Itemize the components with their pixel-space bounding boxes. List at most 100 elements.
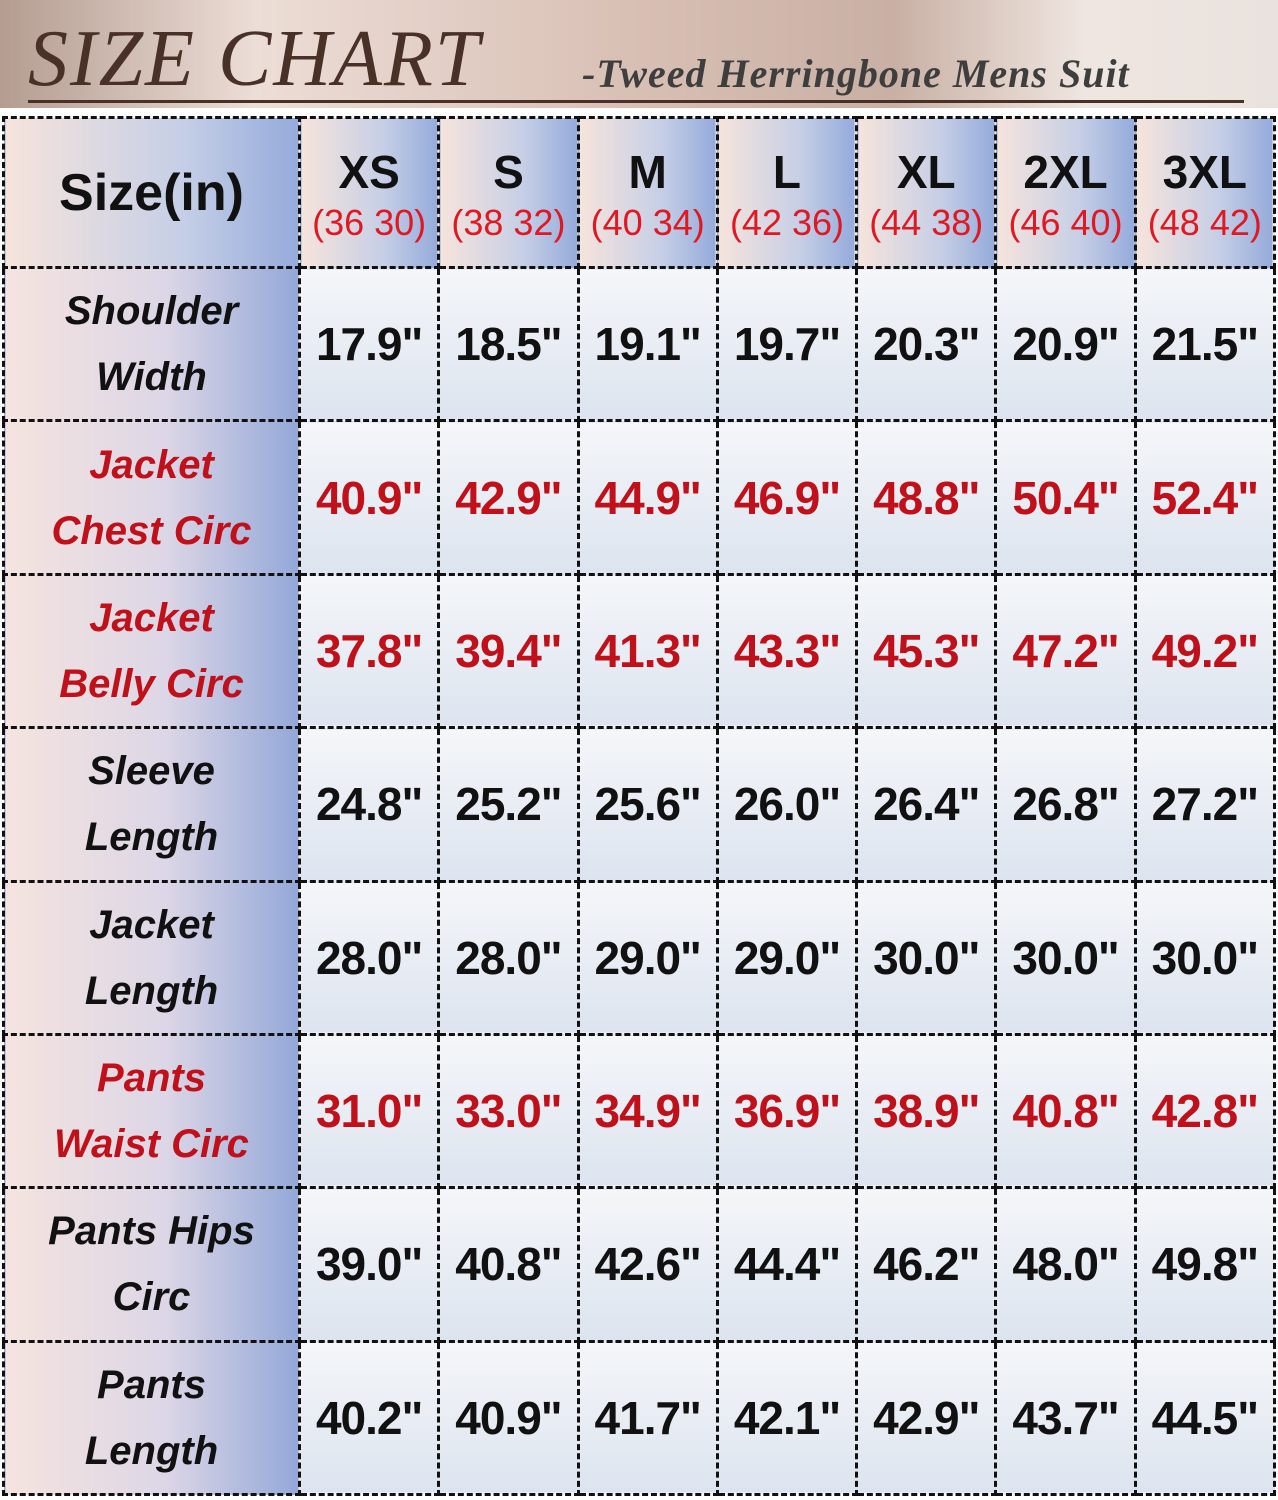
row-label: Shoulder Width bbox=[2, 265, 301, 423]
measurement-cell: 50.4" bbox=[994, 419, 1137, 576]
row-label: Jacket Length bbox=[2, 879, 301, 1036]
table-row: Pants Waist Circ 31.0" 33.0" 34.9" 36.9" 38.9… bbox=[2, 1032, 1277, 1190]
measurement-cell: 20.9" bbox=[994, 265, 1137, 423]
measurement-cell: 26.0" bbox=[715, 726, 859, 883]
size-label: S bbox=[493, 145, 524, 198]
size-header: S (38 32) bbox=[437, 116, 580, 269]
measurement-cell: 42.1" bbox=[715, 1339, 859, 1497]
size-fit: (48 42) bbox=[1147, 201, 1262, 243]
measurement-cell: 44.5" bbox=[1133, 1339, 1277, 1497]
size-header: M (40 34) bbox=[576, 116, 719, 269]
measurement-cell: 30.0" bbox=[994, 879, 1137, 1036]
measurement-cell: 25.6" bbox=[576, 726, 719, 883]
measurement-cell: 39.0" bbox=[297, 1186, 441, 1343]
measurement-cell: 44.9" bbox=[576, 419, 719, 576]
measurement-cell: 26.4" bbox=[855, 726, 998, 883]
measurement-cell: 52.4" bbox=[1133, 419, 1277, 576]
corner-label: Size(in) bbox=[2, 116, 301, 269]
size-fit: (46 40) bbox=[1008, 201, 1123, 243]
measurement-cell: 28.0" bbox=[297, 879, 441, 1036]
size-fit: (44 38) bbox=[869, 201, 984, 243]
table-row: Jacket Length 28.0" 28.0" 29.0" 29.0" 30.0" 30… bbox=[2, 879, 1277, 1036]
title-banner: SIZE CHART -Tweed Herringbone Mens Suit bbox=[0, 0, 1278, 108]
measurement-cell: 19.1" bbox=[576, 265, 719, 423]
size-fit: (40 34) bbox=[590, 201, 705, 243]
measurement-cell: 40.9" bbox=[297, 419, 441, 576]
row-label: Jacket Chest Circ bbox=[2, 419, 301, 576]
measurement-cell: 37.8" bbox=[297, 572, 441, 730]
table-row: Jacket Chest Circ 40.9" 42.9" 44.9" 46.9" 48.… bbox=[2, 419, 1277, 576]
table-row: Jacket Belly Circ 37.8" 39.4" 41.3" 43.3" 45.… bbox=[2, 572, 1277, 730]
measurement-cell: 30.0" bbox=[855, 879, 998, 1036]
measurement-cell: 21.5" bbox=[1133, 265, 1277, 423]
measurement-cell: 31.0" bbox=[297, 1032, 441, 1190]
measurement-cell: 46.2" bbox=[855, 1186, 998, 1343]
size-header: XS (36 30) bbox=[297, 116, 441, 269]
page-subtitle: -Tweed Herringbone Mens Suit bbox=[582, 51, 1130, 96]
measurement-cell: 30.0" bbox=[1133, 879, 1277, 1036]
size-label: L bbox=[772, 145, 802, 198]
measurement-cell: 44.4" bbox=[715, 1186, 859, 1343]
row-label: Pants Length bbox=[2, 1339, 301, 1497]
row-label: Pants Hips Circ bbox=[2, 1186, 301, 1343]
row-label: Sleeve Length bbox=[2, 726, 301, 883]
measurement-cell: 48.0" bbox=[994, 1186, 1137, 1343]
measurement-cell: 18.5" bbox=[437, 265, 580, 423]
header-row: Size(in) XS (36 30) S (38 32) M (40 34) L (42 36… bbox=[2, 116, 1277, 269]
measurement-cell: 34.9" bbox=[576, 1032, 719, 1190]
measurement-cell: 38.9" bbox=[855, 1032, 998, 1190]
size-label: M bbox=[628, 145, 667, 198]
measurement-cell: 48.8" bbox=[855, 419, 998, 576]
size-label: 2XL bbox=[1023, 145, 1108, 198]
measurement-cell: 26.8" bbox=[994, 726, 1137, 883]
measurement-cell: 42.8" bbox=[1133, 1032, 1277, 1190]
measurement-cell: 28.0" bbox=[437, 879, 580, 1036]
measurement-cell: 45.3" bbox=[855, 572, 998, 730]
measurement-cell: 20.3" bbox=[855, 265, 998, 423]
table-row: Pants Hips Circ 39.0" 40.8" 42.6" 44.4" 46.2"… bbox=[2, 1186, 1277, 1343]
size-fit: (42 36) bbox=[729, 201, 845, 243]
measurement-cell: 36.9" bbox=[715, 1032, 859, 1190]
size-header: 3XL (48 42) bbox=[1133, 116, 1277, 269]
measurement-cell: 40.8" bbox=[437, 1186, 580, 1343]
table-row: Shoulder Width 17.9" 18.5" 19.1" 19.7" 20.3" 2… bbox=[2, 265, 1277, 423]
measurement-cell: 42.9" bbox=[855, 1339, 998, 1497]
measurement-cell: 29.0" bbox=[576, 879, 719, 1036]
measurement-cell: 43.3" bbox=[715, 572, 859, 730]
row-label: Pants Waist Circ bbox=[2, 1032, 301, 1190]
table-row: Sleeve Length 24.8" 25.2" 25.6" 26.0" 26.4" 26… bbox=[2, 726, 1277, 883]
measurement-cell: 19.7" bbox=[715, 265, 859, 423]
row-label: Jacket Belly Circ bbox=[2, 572, 301, 730]
size-table: Size(in) XS (36 30) S (38 32) M (40 34) L (42 36… bbox=[2, 116, 1277, 1497]
table-row: Pants Length 40.2" 40.9" 41.7" 42.1" 42.9" 43.… bbox=[2, 1339, 1277, 1497]
measurement-cell: 25.2" bbox=[437, 726, 580, 883]
size-label: XL bbox=[896, 145, 956, 198]
size-label: 3XL bbox=[1162, 145, 1248, 198]
size-header: XL (44 38) bbox=[855, 116, 998, 269]
measurement-cell: 41.7" bbox=[576, 1339, 719, 1497]
measurement-cell: 43.7" bbox=[994, 1339, 1137, 1497]
measurement-cell: 17.9" bbox=[297, 265, 441, 423]
page-title: SIZE CHART bbox=[28, 15, 482, 103]
measurement-cell: 33.0" bbox=[437, 1032, 580, 1190]
measurement-cell: 41.3" bbox=[576, 572, 719, 730]
measurement-cell: 40.2" bbox=[297, 1339, 441, 1497]
measurement-cell: 40.9" bbox=[437, 1339, 580, 1497]
measurement-cell: 46.9" bbox=[715, 419, 859, 576]
measurement-cell: 49.8" bbox=[1133, 1186, 1277, 1343]
size-header: L (42 36) bbox=[715, 116, 859, 269]
size-header: 2XL (46 40) bbox=[994, 116, 1137, 269]
measurement-cell: 42.9" bbox=[437, 419, 580, 576]
size-label: XS bbox=[338, 145, 400, 198]
measurement-cell: 40.8" bbox=[994, 1032, 1137, 1190]
title-underline bbox=[28, 100, 1244, 103]
measurement-cell: 47.2" bbox=[994, 572, 1137, 730]
measurement-cell: 29.0" bbox=[715, 879, 859, 1036]
measurement-cell: 42.6" bbox=[576, 1186, 719, 1343]
measurement-cell: 39.4" bbox=[437, 572, 580, 730]
size-fit: (36 30) bbox=[312, 201, 427, 243]
measurement-cell: 49.2" bbox=[1133, 572, 1277, 730]
size-fit: (38 32) bbox=[451, 201, 566, 243]
measurement-cell: 27.2" bbox=[1133, 726, 1277, 883]
measurement-cell: 24.8" bbox=[297, 726, 441, 883]
